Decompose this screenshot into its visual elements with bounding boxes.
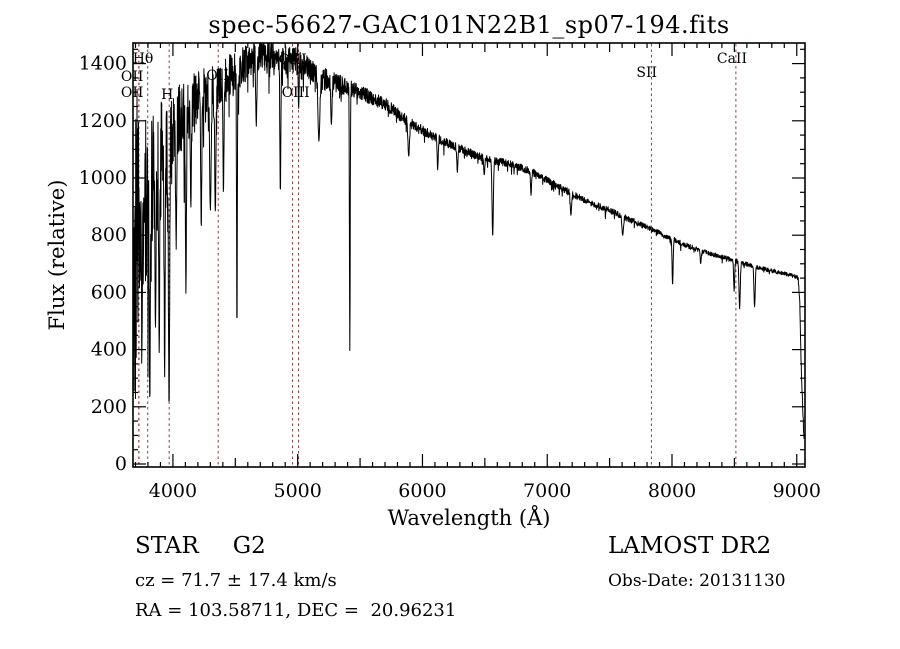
- marker-label-oiii: OIII: [282, 85, 310, 101]
- y-tick-label: 800: [91, 224, 127, 246]
- marker-label-hθ: Hθ: [133, 51, 154, 67]
- cz-annotation: cz = 71.7 ± 17.4 km/s: [135, 570, 337, 591]
- x-tick-label: 8000: [648, 480, 696, 502]
- y-tick-label: 400: [91, 339, 127, 361]
- y-tick-label: 1000: [79, 167, 127, 189]
- y-tick-label: 600: [91, 281, 127, 303]
- chart-title: spec-56627-GAC101N22B1_sp07-194.fits: [208, 11, 730, 39]
- x-tick-label: 4000: [149, 480, 197, 502]
- object-class: STAR: [135, 533, 199, 559]
- x-tick-label: 6000: [398, 480, 446, 502]
- x-tick-label: 5000: [274, 480, 322, 502]
- plot-frame: [132, 42, 806, 468]
- obsdate-annotation: Obs-Date: 20131130: [608, 571, 786, 591]
- marker-label-sii: SII: [636, 65, 657, 81]
- x-tick-label: 9000: [773, 480, 821, 502]
- spectrum-line: [132, 43, 805, 439]
- object-subclass: G2: [232, 533, 266, 559]
- y-tick-label: 200: [91, 396, 127, 418]
- radec-annotation: RA = 103.58711, DEC = 20.96231: [135, 600, 457, 621]
- y-tick-label: 1400: [79, 53, 127, 75]
- x-axis-label: Wavelength (Å): [387, 506, 551, 530]
- y-tick-label: 0: [115, 453, 127, 475]
- survey-annotation: LAMOST DR2: [608, 533, 772, 559]
- marker-label-h: H: [161, 87, 173, 103]
- marker-label-oii: OII: [121, 85, 144, 101]
- marker-label-oii: OII: [121, 69, 144, 85]
- y-tick-label: 1200: [79, 110, 127, 132]
- x-tick-label: 7000: [523, 480, 571, 502]
- axes-ticks: [133, 43, 805, 467]
- object-class-annotation: STAR G2: [135, 533, 266, 559]
- marker-label-caii: CaII: [717, 51, 747, 67]
- tick-labels: 4000 5000 6000 7000 8000 9000 0 200 400 600 800 100…: [79, 53, 821, 502]
